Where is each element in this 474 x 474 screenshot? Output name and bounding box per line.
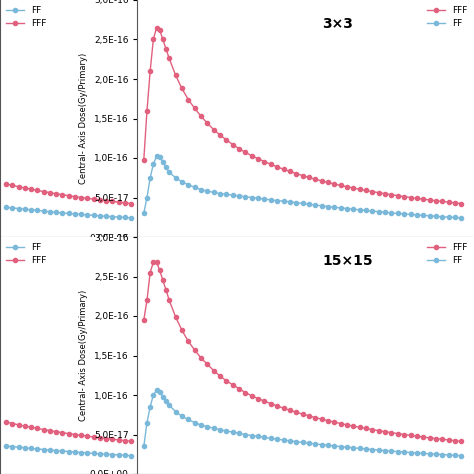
FFF <box>141 317 146 323</box>
FF <box>204 188 210 194</box>
FFF <box>249 393 255 399</box>
Y-axis label: Central- Axis Dose(Gy/Primary): Central- Axis Dose(Gy/Primary) <box>79 53 88 184</box>
FFF <box>458 201 464 206</box>
FF <box>141 210 146 216</box>
FFF <box>154 25 159 30</box>
FFF <box>163 287 169 293</box>
FFF <box>163 46 169 52</box>
FFF <box>427 435 432 441</box>
FFF <box>458 438 464 444</box>
FFF <box>141 157 146 163</box>
FF <box>154 154 159 159</box>
Legend: FF, FFF: FF, FFF <box>5 5 49 30</box>
Line: FFF: FFF <box>142 26 464 206</box>
FF <box>452 453 458 458</box>
Text: 15×15: 15×15 <box>322 254 373 268</box>
Legend: FFF, FF: FFF, FF <box>425 242 469 267</box>
Legend: FFF, FF: FFF, FF <box>425 5 469 30</box>
FF <box>458 453 464 458</box>
FF <box>204 424 210 429</box>
Line: FF: FF <box>142 388 464 458</box>
FF <box>427 213 432 219</box>
FFF <box>452 438 458 444</box>
FFF <box>150 259 156 265</box>
FF <box>185 182 191 188</box>
FFF <box>204 120 210 126</box>
FFF <box>427 197 432 203</box>
Legend: FF, FFF: FF, FFF <box>5 242 49 267</box>
FF <box>154 387 159 393</box>
FF <box>427 451 432 456</box>
X-axis label: Depth (cm): Depth (cm) <box>278 258 334 268</box>
FFF <box>204 361 210 367</box>
FFF <box>185 97 191 102</box>
FF <box>249 433 255 438</box>
FFF <box>185 338 191 344</box>
Y-axis label: Central- Axis Dose(Gy/Primary): Central- Axis Dose(Gy/Primary) <box>79 290 88 421</box>
FFF <box>452 200 458 206</box>
FF <box>249 195 255 201</box>
FF <box>163 164 169 170</box>
FF <box>141 444 146 449</box>
Line: FFF: FFF <box>142 260 464 443</box>
FF <box>185 417 191 422</box>
Line: FF: FF <box>142 155 464 220</box>
FFF <box>249 153 255 158</box>
FF <box>163 399 169 404</box>
FF <box>458 215 464 221</box>
FF <box>452 215 458 220</box>
Text: 3×3: 3×3 <box>322 17 354 31</box>
